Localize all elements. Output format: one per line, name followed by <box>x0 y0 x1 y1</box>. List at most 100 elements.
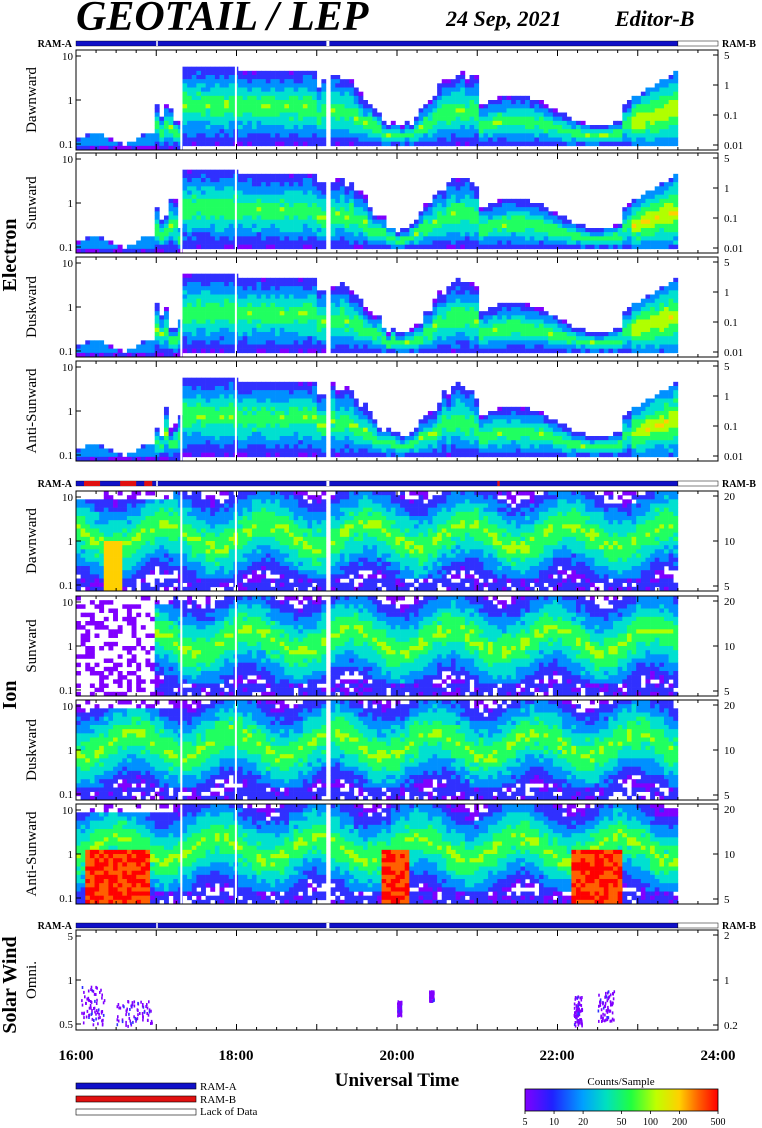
heat-cell <box>492 133 498 138</box>
heat-cell <box>663 327 669 333</box>
heat-cell <box>335 100 341 105</box>
heat-cell <box>626 319 632 324</box>
heat-cell <box>668 141 674 147</box>
data-gap <box>180 153 183 253</box>
heat-cell <box>210 419 216 424</box>
heat-cell <box>288 232 294 237</box>
heat-cell <box>210 327 216 333</box>
heat-cell <box>645 323 651 329</box>
heat-cell <box>659 323 665 329</box>
heat-cell <box>238 315 243 320</box>
heat-cell <box>275 232 281 237</box>
heat-cell <box>201 311 206 316</box>
heat-cell <box>117 452 123 458</box>
heat-cell <box>261 95 267 101</box>
heat-cell <box>400 133 406 138</box>
heat-cell <box>474 240 480 245</box>
heat-cell <box>626 340 632 345</box>
heat-cell <box>603 236 609 241</box>
heat-cell <box>474 236 480 241</box>
heat-cell <box>288 228 294 233</box>
heat-cell <box>353 87 359 92</box>
heat-cell <box>464 290 470 295</box>
heat-cell <box>659 336 665 341</box>
heat-cell <box>571 340 577 345</box>
heat-cell <box>265 277 271 283</box>
heat-cell <box>386 133 392 138</box>
heat-cell <box>441 198 447 204</box>
heat-cell <box>645 125 651 130</box>
heat-cell <box>201 323 206 329</box>
heat-cell <box>145 344 151 349</box>
heat-cell <box>168 436 174 441</box>
heat-cell <box>663 236 669 241</box>
heat-cell <box>312 120 318 126</box>
heat-cell <box>307 104 313 109</box>
heat-cell <box>622 323 628 329</box>
heat-cell <box>455 75 461 80</box>
heat-cell <box>640 141 646 147</box>
heat-cell <box>404 340 410 345</box>
heat-cell <box>501 344 507 349</box>
heat-cell <box>418 125 424 130</box>
heat-cell <box>201 440 206 445</box>
heat-cell <box>506 327 512 333</box>
heat-cell <box>335 228 341 233</box>
heat-cell <box>497 240 503 245</box>
heat-cell <box>640 198 646 204</box>
heat-cell <box>307 75 313 80</box>
heat-cell <box>525 112 531 117</box>
heat-cell <box>154 104 160 109</box>
heat-cell <box>219 169 225 175</box>
heat-cell <box>205 129 211 134</box>
heat-cell <box>538 104 544 109</box>
heat-cell <box>349 327 355 333</box>
heat-cell <box>298 91 304 97</box>
heat-cell <box>261 125 267 130</box>
heat-cell <box>284 207 290 212</box>
heat-cell <box>349 120 355 126</box>
heat-cell <box>631 141 637 147</box>
heat-cell <box>210 302 216 308</box>
heat-cell <box>640 327 646 333</box>
heat-cell <box>247 186 253 191</box>
heat-cell <box>363 223 368 229</box>
heat-cell <box>312 194 318 200</box>
heat-cell <box>673 240 679 245</box>
heat-cell <box>469 87 475 92</box>
heat-cell <box>543 311 549 316</box>
heat-cell <box>603 141 609 147</box>
heat-cell <box>353 108 359 113</box>
heat-cell <box>636 336 642 341</box>
heat-cell <box>256 211 262 216</box>
heat-cell <box>511 236 517 241</box>
heat-cell <box>238 182 243 187</box>
heat-cell <box>298 100 304 105</box>
heat-cell <box>511 129 517 134</box>
heat-cell <box>275 240 281 245</box>
heat-cell <box>163 215 169 220</box>
heat-cell <box>441 116 447 122</box>
heat-cell <box>404 344 410 349</box>
heat-cell <box>349 83 355 88</box>
heat-cell <box>372 319 378 324</box>
heat-cell <box>140 344 146 349</box>
heat-cell <box>150 452 156 458</box>
heat-cell <box>154 112 160 117</box>
heat-cell <box>321 141 327 147</box>
heat-cell <box>284 186 290 191</box>
heat-cell <box>312 344 318 349</box>
heat-cell <box>205 91 211 97</box>
heat-cell <box>659 182 665 187</box>
heat-cell <box>210 215 216 220</box>
heat-cell <box>159 141 165 147</box>
heat-cell <box>478 319 484 324</box>
heat-cell <box>654 104 660 109</box>
heat-cell <box>668 129 674 134</box>
heat-cell <box>413 336 419 341</box>
heat-cell <box>427 240 433 245</box>
heat-cell <box>316 112 322 117</box>
heat-cell <box>284 240 290 245</box>
heat-cell <box>187 436 193 441</box>
heat-cell <box>196 236 202 241</box>
